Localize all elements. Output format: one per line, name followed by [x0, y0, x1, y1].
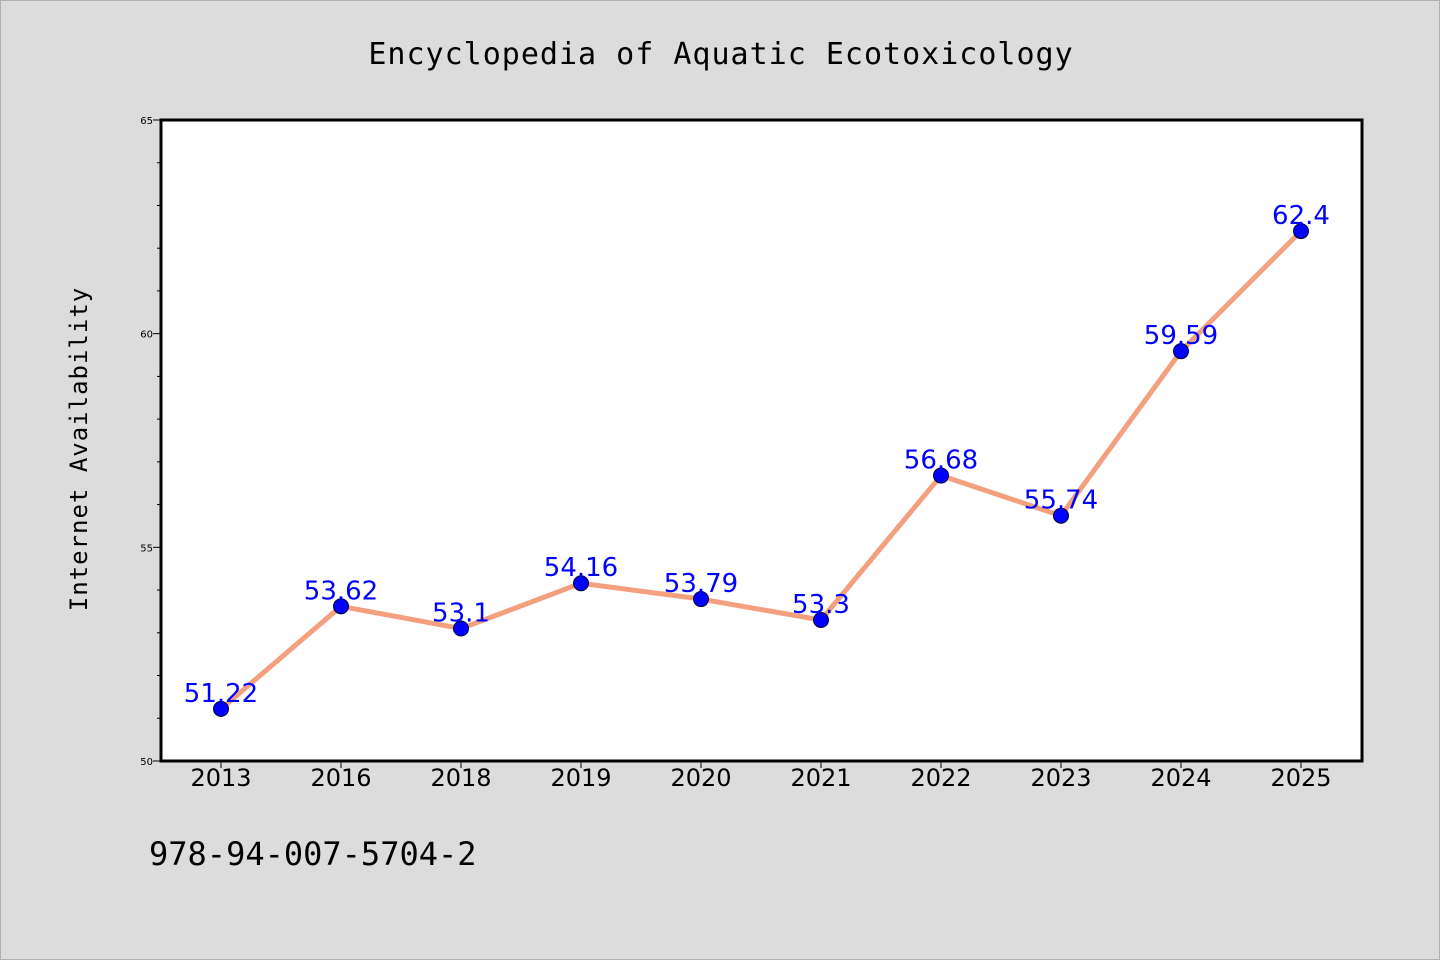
data-point — [1053, 507, 1069, 524]
data-point — [213, 700, 229, 717]
data-label: 56.68 — [904, 446, 978, 476]
plot-area — [159, 118, 1364, 763]
data-label: 53.3 — [792, 590, 850, 620]
data-label: 54.16 — [544, 553, 618, 583]
x-tick-label: 2016 — [310, 764, 371, 792]
x-tick-label: 2023 — [1030, 764, 1091, 792]
chart-title: Encyclopedia of Aquatic Ecotoxicology — [368, 37, 1073, 72]
y-axis-title: Internet Availability — [65, 287, 93, 611]
x-tick-label: 2020 — [670, 764, 731, 792]
data-point — [1173, 343, 1189, 360]
x-tick-label: 2013 — [190, 764, 251, 792]
data-point — [1293, 223, 1309, 240]
x-tick-label: 2025 — [1270, 764, 1331, 792]
y-tick-label: 60 — [140, 330, 153, 341]
data-series: 51.22 53.62 53.1 54.16 53.79 53.3 56.68 55.74 59… — [184, 201, 1330, 717]
y-tick-label: 55 — [140, 543, 153, 554]
x-tick-label: 2022 — [910, 764, 971, 792]
y-tick-label: 50 — [140, 757, 153, 768]
data-point — [693, 591, 709, 608]
data-label: 53.79 — [664, 569, 738, 599]
data-label: 51.22 — [184, 679, 258, 709]
data-label: 53.1 — [432, 599, 490, 629]
data-point — [933, 467, 949, 484]
data-label: 53.62 — [304, 576, 378, 606]
data-label: 59.59 — [1144, 321, 1218, 351]
x-tick-label: 2024 — [1150, 764, 1211, 792]
data-label: 62.4 — [1272, 201, 1330, 231]
data-point — [813, 611, 829, 628]
footer-code: 978-94-007-5704-2 — [149, 835, 477, 873]
x-tick-label: 2021 — [790, 764, 851, 792]
x-axis: 2013 2016 2018 2019 2020 2021 2022 2023 2024 2025 — [190, 761, 1332, 792]
x-tick-label: 2018 — [430, 764, 491, 792]
x-tick-label: 2019 — [550, 764, 611, 792]
series-line — [218, 228, 1304, 712]
data-point — [453, 620, 469, 637]
y-axis: 50 55 60 65 — [140, 116, 161, 768]
data-label: 55.74 — [1024, 486, 1098, 516]
y-tick-label: 65 — [140, 116, 153, 127]
data-point — [573, 575, 589, 592]
data-point — [333, 598, 349, 615]
